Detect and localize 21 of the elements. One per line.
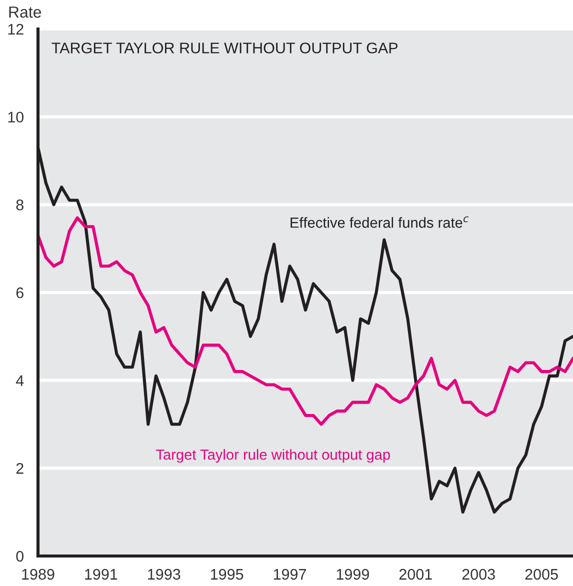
text: Target Taylor rule without output gap — [156, 449, 390, 463]
series-label: Effective federal funds rate$^{c}$ — [290, 216, 469, 228]
y-tick-label: 12 — [8, 24, 24, 35]
y-tick-label: 10 — [8, 112, 24, 123]
x-tick-label: 1997 — [274, 568, 306, 580]
y-tick-label: 0 — [16, 550, 24, 562]
y-tick-label: 2 — [16, 463, 24, 474]
x-tick-label: 1993 — [148, 568, 180, 580]
x-tick-label: 1995 — [210, 568, 244, 580]
text: TARGET TAYLOR RULE WITHOUT OUTPUT GAP — [52, 42, 398, 54]
x-tick-label: 2005 — [525, 568, 558, 580]
y-axis-title: Rate — [9, 6, 42, 18]
y-tick-label: 8 — [16, 200, 24, 210]
line-series — [38, 216, 573, 426]
x-tick-label: 2003 — [462, 568, 495, 580]
y-tick-label: 4 — [16, 375, 24, 386]
x-tick-label: 1999 — [336, 568, 369, 580]
x-tick-label: 2001 — [399, 568, 432, 580]
x-tick-label: 1989 — [22, 568, 54, 580]
y-tick-label: 6 — [16, 287, 24, 298]
x-tick-label: 1991 — [85, 568, 118, 580]
